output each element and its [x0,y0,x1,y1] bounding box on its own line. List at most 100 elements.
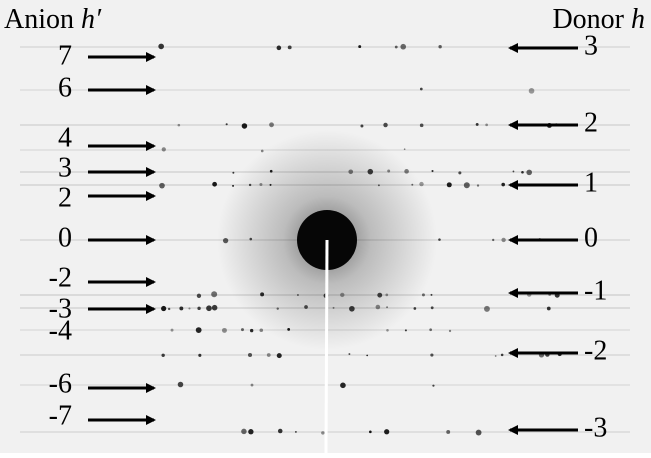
spot [458,171,462,175]
spot [501,182,506,187]
left-label: -6 [49,368,72,399]
spot [430,353,434,357]
spot [383,122,388,128]
spot [432,384,435,387]
spot [158,43,164,50]
right-label: 2 [584,107,598,138]
left-header: Anion h′ [4,4,102,35]
spot [225,123,228,126]
spot [400,43,407,50]
spot [248,429,254,435]
spot [340,382,346,389]
spot [446,182,452,188]
left-label: 2 [58,182,72,213]
spot [430,293,433,296]
spot [177,381,184,388]
spot [429,328,432,332]
spot [269,122,274,128]
right-label: -2 [584,335,607,366]
left-label: -7 [49,400,72,431]
spot [521,170,524,174]
spot [197,306,201,311]
spot [484,305,490,312]
spot [159,182,165,189]
spot [494,355,497,357]
spot [266,353,271,357]
spot [195,327,202,333]
spot [247,352,253,358]
left-label: 3 [58,152,72,183]
spot [196,293,202,298]
beam-stop [324,239,329,454]
spot [358,45,362,49]
spot [475,429,482,436]
spot [438,238,441,241]
spot [161,305,167,312]
spot [366,354,368,357]
spot [212,181,218,187]
left-label: 6 [58,72,72,103]
spot [249,328,254,333]
spot [431,169,434,173]
spot [167,307,171,311]
spot [369,430,372,434]
right-label: 3 [584,30,598,61]
spot [198,353,202,357]
spot [500,353,504,357]
spot [287,45,292,50]
spot [276,45,282,51]
spot [188,307,191,310]
spot [177,123,181,127]
spot [221,327,227,333]
spot [179,306,184,311]
spot [463,182,470,189]
spot [295,431,297,433]
spot [394,45,398,49]
spot [170,328,174,332]
left-label: 7 [58,40,72,71]
right-header-text: Donor [552,4,624,35]
right-header-symbol: h [631,4,645,35]
spot [413,307,417,310]
spot [360,124,364,128]
spot [348,353,351,356]
spot [250,383,254,387]
spot [161,147,166,152]
spot [321,431,325,435]
right-label: -3 [584,412,607,443]
spot [485,123,488,127]
spot [476,184,480,187]
spot [276,353,282,359]
spot [492,238,495,242]
spot [512,170,515,173]
spot [259,328,264,333]
right-label: 0 [584,222,598,253]
left-label: 4 [58,122,72,153]
spot [241,328,244,332]
spot [384,429,390,435]
right-label: 1 [584,167,598,198]
spot [404,329,407,332]
left-header-text: Anion [4,4,74,35]
spot [526,169,533,176]
spot [430,306,434,310]
spot [546,306,551,311]
spot [419,123,424,128]
spot [501,237,506,243]
spot [232,171,235,174]
spot [211,304,218,311]
spot [241,428,247,435]
spot [419,87,423,91]
spot [438,45,442,49]
spot [277,428,283,434]
spot [241,123,248,129]
spot [161,353,165,357]
spot [206,305,212,312]
left-label: -2 [49,262,72,293]
right-label: -1 [584,275,607,306]
right-header: Donor h [552,4,645,35]
spot [475,122,479,126]
left-label: -4 [49,315,72,346]
